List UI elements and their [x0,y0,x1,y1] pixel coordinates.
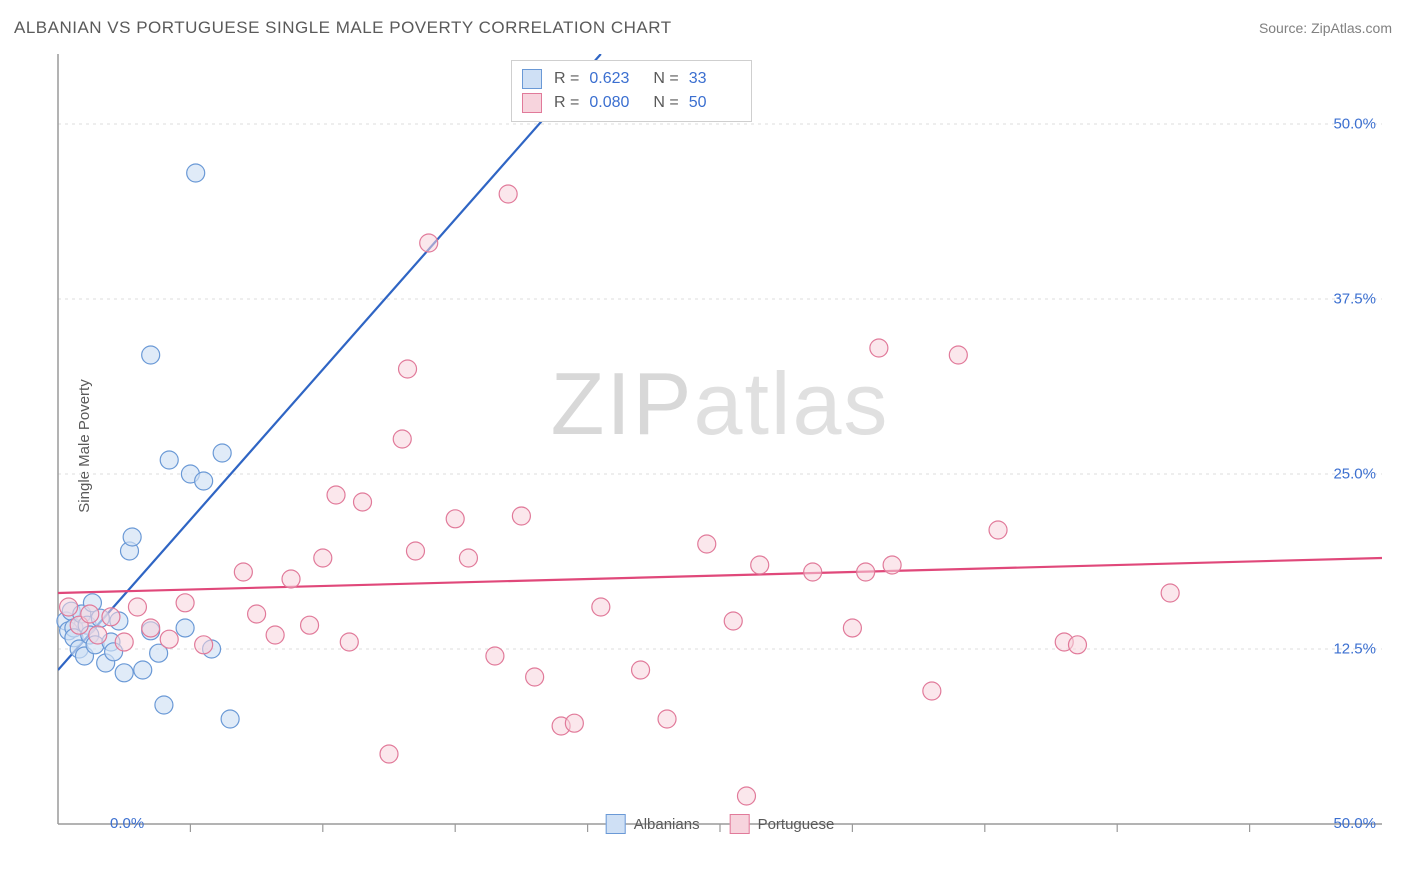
legend-swatch [730,814,750,834]
y-tick-label: 37.5% [1333,291,1376,308]
legend-swatch [606,814,626,834]
stats-legend: R = 0.623 N = 33 R = 0.080 N = 50 [511,60,752,122]
legend-item: Portuguese [730,814,835,834]
header: ALBANIAN VS PORTUGUESE SINGLE MALE POVER… [14,18,1392,38]
n-label: N = [653,94,678,112]
legend-label: Albanians [634,816,700,833]
r-value: 0.623 [589,70,641,88]
r-value: 0.080 [589,94,641,112]
scatter-plot [52,48,1388,838]
y-tick-label: 50.0% [1333,116,1376,133]
chart-title: ALBANIAN VS PORTUGUESE SINGLE MALE POVER… [14,18,672,38]
legend-swatch [522,69,542,89]
source-label: Source: ZipAtlas.com [1259,20,1392,36]
legend-item: Albanians [606,814,700,834]
n-value: 50 [689,94,741,112]
legend-swatch [522,93,542,113]
stats-row: R = 0.080 N = 50 [522,91,741,115]
stats-row: R = 0.623 N = 33 [522,67,741,91]
x-tick-label-min: 0.0% [110,815,144,832]
n-label: N = [653,70,678,88]
chart-area: ZIPatlas R = 0.623 N = 33 R = 0.080 N = … [52,48,1388,838]
r-label: R = [554,70,579,88]
x-tick-label-max: 50.0% [1333,815,1376,832]
r-label: R = [554,94,579,112]
legend-label: Portuguese [758,816,835,833]
series-legend: Albanians Portuguese [606,814,835,834]
y-tick-label: 25.0% [1333,466,1376,483]
n-value: 33 [689,70,741,88]
y-tick-label: 12.5% [1333,641,1376,658]
